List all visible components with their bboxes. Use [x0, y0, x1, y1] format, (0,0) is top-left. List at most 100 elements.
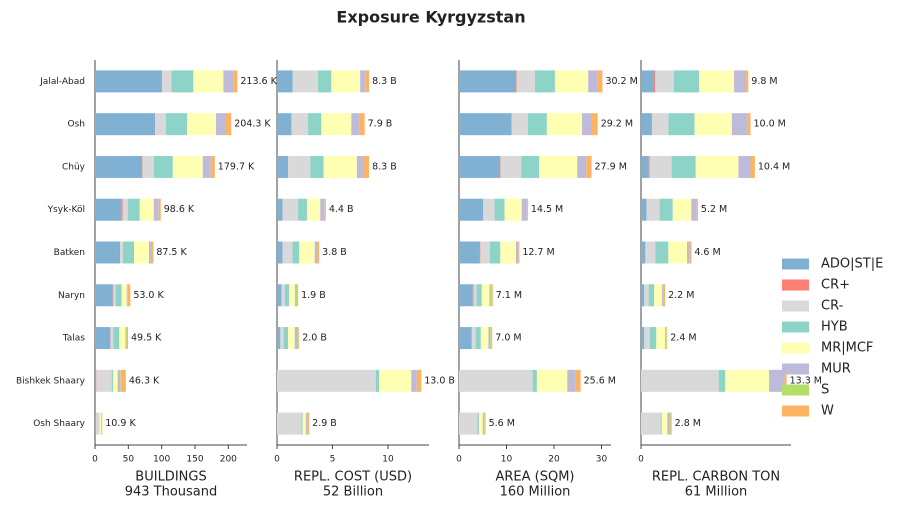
total-label: 179.7 K [218, 161, 255, 172]
bar-segment [113, 327, 120, 350]
bar-segment [153, 155, 173, 178]
bar-segment [669, 412, 671, 435]
bar-segment [488, 327, 491, 350]
y-tick-label: Osh Shaary [33, 419, 85, 429]
bar-segment [153, 198, 159, 221]
bar-segment [316, 241, 320, 264]
bar-segment [277, 284, 282, 307]
x-tick-label: 0 [274, 455, 280, 465]
total-label: 98.6 K [164, 204, 195, 215]
bar-segment [139, 198, 154, 221]
bar-segment [670, 412, 672, 435]
bar-segment [320, 198, 325, 221]
bar-segment [673, 70, 700, 93]
bar-segment [459, 113, 512, 136]
bar-segment [162, 70, 172, 93]
bar-segment [491, 284, 493, 307]
bar-segment [666, 327, 668, 350]
bar-segment [734, 70, 747, 93]
bar-segment [296, 284, 299, 307]
bar-segment [288, 155, 311, 178]
bar-segment [641, 198, 647, 221]
total-label: 2.4 M [670, 333, 696, 344]
bar-segment [292, 241, 300, 264]
bar-segment [516, 241, 519, 264]
total-label: 9.8 M [751, 76, 777, 87]
bar-segment [648, 284, 655, 307]
bar-segment [95, 155, 143, 178]
bar-segment [699, 70, 735, 93]
bar-segment [490, 327, 492, 350]
bar-segment [277, 70, 293, 93]
bar-segment [294, 327, 299, 350]
bar-segment [532, 369, 537, 392]
bar-segment [308, 412, 310, 435]
bar-segment [223, 70, 234, 93]
bar-segment [363, 155, 370, 178]
bar-segment [641, 369, 719, 392]
bar-segment [696, 198, 698, 221]
total-label: 4.4 B [329, 204, 354, 215]
bar-segment [331, 70, 361, 93]
bar-segment [491, 327, 493, 350]
bar-segment [233, 70, 238, 93]
bar-segment [277, 198, 283, 221]
bar-segment [142, 155, 154, 178]
legend-label: CR- [821, 299, 844, 314]
bar-segment [641, 412, 661, 435]
x-axis-sublabel: 52 Billion [323, 485, 383, 500]
total-label: 13.3 M [790, 375, 822, 386]
total-label: 204.3 K [234, 119, 271, 130]
total-label: 10.0 M [753, 119, 785, 130]
total-label: 8.3 B [372, 76, 397, 87]
x-tick-label: 100 [153, 455, 170, 465]
legend-label: MUR [821, 362, 851, 377]
bar-segment [216, 113, 225, 136]
bar-segment [667, 412, 670, 435]
total-label: 46.3 K [129, 375, 160, 386]
bar-segment [479, 241, 481, 264]
bar-segment [649, 327, 657, 350]
bar-segment [134, 241, 149, 264]
bar-segment [459, 369, 533, 392]
bar-segment [588, 70, 598, 93]
bar-segment [521, 198, 527, 221]
bar-segment [299, 241, 315, 264]
bar-segment [95, 369, 97, 392]
bar-segment [473, 284, 477, 307]
bar-segment [305, 412, 307, 435]
bar-segment [306, 198, 321, 221]
bar-segment [659, 198, 673, 221]
bar-segment [666, 327, 667, 350]
bar-segment [459, 412, 478, 435]
bar-segment [282, 198, 299, 221]
legend-label: S [821, 383, 829, 398]
total-label: 5.6 M [489, 418, 515, 429]
bar-segment [686, 241, 690, 264]
total-label: 30.2 M [605, 76, 637, 87]
bar-segment [379, 369, 412, 392]
bar-segment [663, 284, 666, 307]
bar-segment [193, 70, 224, 93]
x-tick-label: 200 [220, 455, 237, 465]
bar-segment [294, 284, 296, 307]
bar-segment [95, 412, 96, 435]
x-tick-label: 5 [330, 455, 336, 465]
total-label: 27.9 M [595, 161, 627, 172]
bar-segment [641, 241, 646, 264]
bar-segment [725, 369, 770, 392]
legend-label: W [821, 404, 834, 419]
bar-segment [127, 284, 131, 307]
bar-segment [289, 284, 295, 307]
bar-segment [113, 284, 116, 307]
bar-segment [161, 70, 163, 93]
total-label: 213.6 K [240, 76, 277, 87]
bar-segment [95, 70, 162, 93]
total-label: 10.9 K [105, 418, 136, 429]
total-label: 2.2 M [668, 290, 694, 301]
legend-swatch [782, 321, 809, 333]
bar-segment [691, 198, 697, 221]
bar-segment [280, 327, 284, 350]
x-axis-sublabel: 160 Million [500, 485, 571, 500]
